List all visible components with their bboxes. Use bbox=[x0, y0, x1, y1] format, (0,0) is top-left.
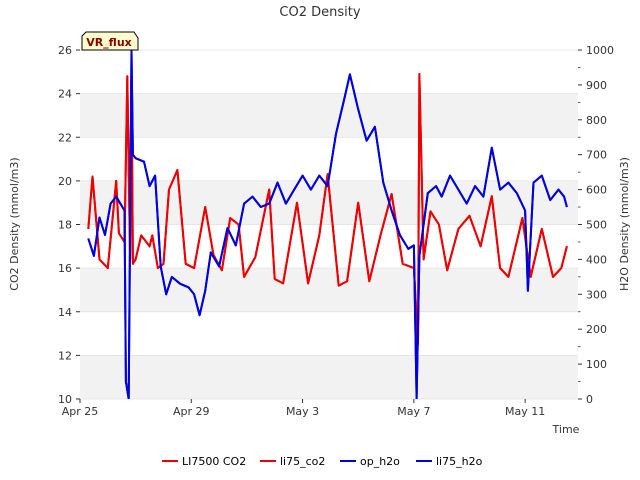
right-tick-label: 600 bbox=[586, 184, 607, 197]
right-axis: 0 100 200 300 400 500 600 700 800 900 1000 bbox=[578, 44, 614, 406]
x-tick-label: Apr 29 bbox=[173, 405, 210, 418]
left-tick-label: 26 bbox=[58, 44, 72, 57]
x-axis: Apr 25 Apr 29 May 3 May 7 May 11 bbox=[62, 399, 545, 418]
left-tick-label: 20 bbox=[58, 175, 72, 188]
left-tick-label: 24 bbox=[58, 88, 72, 101]
series-line-li75-h2o bbox=[87, 50, 568, 399]
left-tick-label: 14 bbox=[58, 306, 72, 319]
legend-label: LI7500 CO2 bbox=[182, 455, 246, 468]
right-tick-label: 0 bbox=[586, 393, 593, 406]
right-tick-label: 900 bbox=[586, 79, 607, 92]
right-axis-title: H2O Density (mmol/m3) bbox=[618, 157, 631, 291]
right-tick-label: 400 bbox=[586, 253, 607, 266]
legend-label: op_h2o bbox=[360, 455, 400, 468]
left-axis-title: CO2 Density (mmol/m3) bbox=[8, 157, 21, 290]
badge-label: VR_flux bbox=[86, 36, 132, 49]
grid-band bbox=[80, 50, 578, 94]
grid-bands bbox=[80, 49, 578, 400]
right-tick-label: 100 bbox=[586, 358, 607, 371]
left-tick-label: 16 bbox=[58, 262, 72, 275]
left-tick-label: 22 bbox=[58, 131, 72, 144]
left-tick-label: 10 bbox=[58, 393, 72, 406]
chart-title: CO2 Density bbox=[279, 5, 360, 20]
left-tick-label: 18 bbox=[58, 219, 72, 232]
vr-flux-badge: VR_flux bbox=[81, 31, 139, 51]
legend-label: li75_h2o bbox=[436, 455, 483, 468]
x-tick-label: May 3 bbox=[286, 405, 319, 418]
grid-band bbox=[80, 268, 578, 312]
x-tick-label: May 7 bbox=[397, 405, 430, 418]
legend: LI7500 CO2 li75_co2 op_h2o li75_h2o bbox=[162, 455, 483, 468]
grid-band bbox=[80, 311, 578, 356]
x-axis-title: Time bbox=[552, 423, 580, 436]
legend-label: li75_co2 bbox=[280, 455, 325, 468]
series-line-li75-co2 bbox=[87, 70, 568, 346]
x-tick-label: May 11 bbox=[505, 405, 545, 418]
plot-lines bbox=[87, 50, 568, 399]
right-tick-label: 300 bbox=[586, 288, 607, 301]
left-axis: 10 12 14 16 18 20 22 24 26 bbox=[58, 44, 80, 406]
right-tick-label: 200 bbox=[586, 323, 607, 336]
right-tick-label: 500 bbox=[586, 219, 607, 232]
right-tick-label: 1000 bbox=[586, 44, 614, 57]
grid-band bbox=[80, 355, 578, 399]
grid-band bbox=[80, 93, 578, 138]
right-tick-label: 700 bbox=[586, 149, 607, 162]
left-tick-label: 12 bbox=[58, 349, 72, 362]
right-tick-label: 800 bbox=[586, 114, 607, 127]
x-tick-label: Apr 25 bbox=[62, 405, 99, 418]
